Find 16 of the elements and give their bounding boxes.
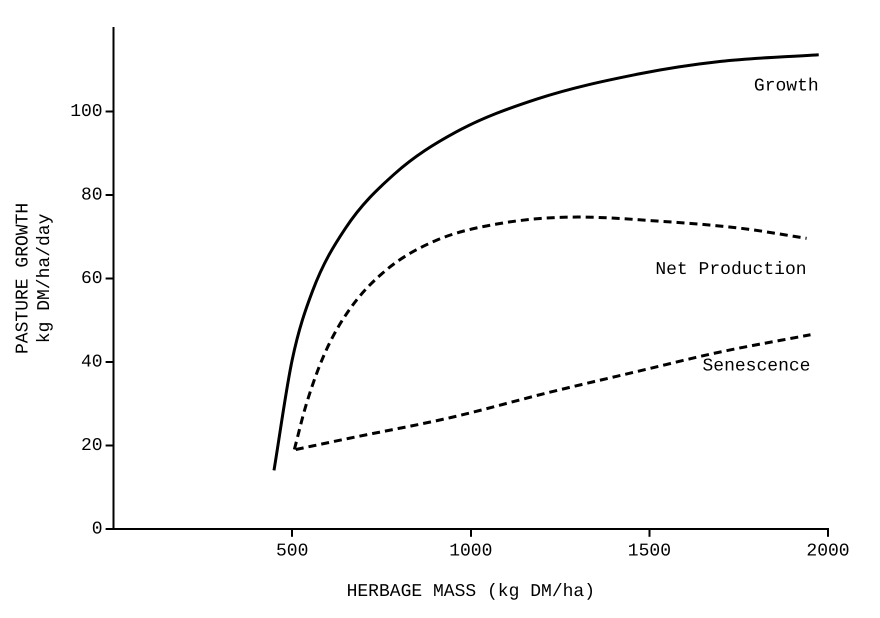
- y-tick-label: 60: [80, 269, 103, 290]
- y-axis-title: PASTURE GROWTH kg DM/ha/day: [14, 202, 56, 354]
- y-tick-label: 20: [80, 436, 103, 456]
- y-tick-label: 80: [80, 186, 103, 206]
- x-tick-label: 1500: [628, 541, 672, 562]
- line-series: [272, 53, 820, 472]
- y-tick-label: 0: [92, 520, 103, 540]
- x-axis-title: HERBAGE MASS (kg DM/ha): [346, 582, 596, 602]
- y-tick-label: 40: [80, 352, 103, 373]
- y-tick-label: 100: [70, 102, 103, 122]
- x-tick-label: 500: [276, 541, 308, 562]
- x-tick-label: 1000: [449, 541, 492, 562]
- series-label: Growth: [754, 76, 819, 96]
- series-label: Net Production: [655, 260, 807, 280]
- x-tick-label: 2000: [806, 541, 850, 562]
- series-label: Senescence: [702, 356, 810, 377]
